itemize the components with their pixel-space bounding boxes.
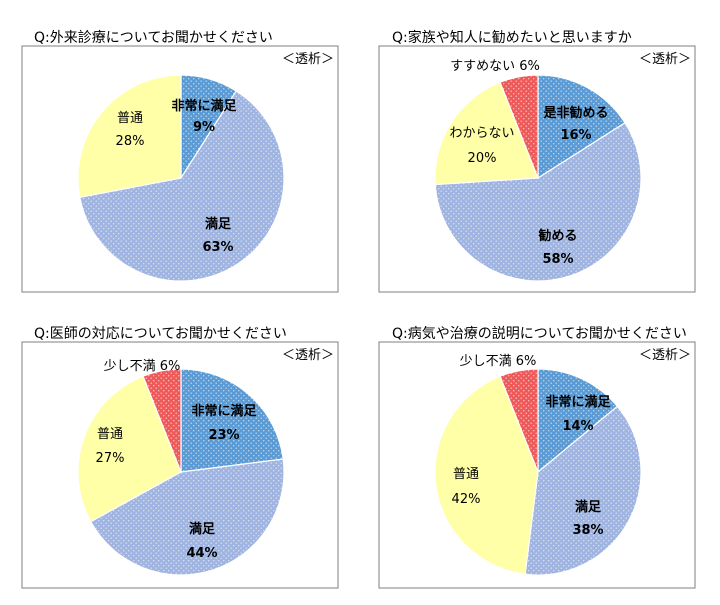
slice-label-recommend-3: わからない [449,126,514,141]
slice-label-explanation-1: 非常に満足 [545,394,611,410]
pie-slice-recommend-2 [434,121,642,282]
pie-slice-outpatient-2 [79,90,285,282]
pie-slice-recommend-3 [434,81,539,186]
pie-slice-doctor-1 [180,368,284,473]
pie-slice-explanation-4 [499,368,539,473]
slice-value-doctor-2: 44% [186,546,217,561]
slice-label-recommend-4: すすめない 6% [450,59,540,74]
chart-tag: ＜透析＞ [282,52,334,67]
slice-label-doctor-3: 普通 [97,427,123,442]
slice-label-outpatient-2: 満足 [205,216,232,232]
slice-label-recommend-2: 勧める [537,228,577,244]
chart-tag: ＜透析＞ [639,52,691,67]
chart-panel-explanation: Q:病気や治療の説明についてお聞かせください ＜透析＞ 非常に満足 14% 満足 38% 普… [360,302,720,604]
pie-slice-outpatient-3 [77,74,182,199]
slice-label-doctor-2: 満足 [189,521,216,537]
pie-chart-explanation: Q:病気や治療の説明についてお聞かせください ＜透析＞ 非常に満足 14% 満足 38% 普… [378,325,696,589]
chart-title: Q:病気や治療の説明についてお聞かせください [392,325,687,342]
pie-slice-explanation-3 [434,375,539,575]
slice-value-recommend-2: 58% [542,252,573,267]
slice-value-explanation-3: 42% [452,492,481,507]
slice-value-recommend-3: 20% [468,151,497,166]
slice-value-recommend-1: 16% [560,128,591,143]
chart-title: Q:外来診療についてお聞かせください [34,29,273,46]
slice-value-doctor-1: 23% [208,428,239,443]
pie-slice-doctor-4 [142,368,182,473]
chart-tag: ＜透析＞ [282,348,334,363]
slice-label-explanation-2: 満足 [575,499,602,515]
pie-slice-explanation-2 [524,405,642,576]
slice-label-outpatient-3: 普通 [117,111,143,126]
chart-panel-outpatient: Q:外来診療についてお聞かせください ＜透析＞ 非常に満足 9% 満足 63% 普通 28% [0,0,360,302]
chart-panel-recommend: Q:家族や知人に勧めたいと思いますか ＜透析＞ 是非勧める 16% 勧める 58% わからな… [360,0,720,302]
slice-label-explanation-3: 普通 [453,467,479,482]
slice-label-doctor-1: 非常に満足 [191,403,257,419]
pie-chart-outpatient: Q:外来診療についてお聞かせください ＜透析＞ 非常に満足 9% 満足 63% 普通 28% [21,29,339,293]
chart-title: Q:家族や知人に勧めたいと思いますか [392,29,632,46]
slice-label-recommend-1: 是非勧める [542,105,608,121]
slice-value-outpatient-1: 9% [193,120,215,135]
pie-chart-recommend: Q:家族や知人に勧めたいと思いますか ＜透析＞ 是非勧める 16% 勧める 58% わからな… [378,29,696,293]
chart-tag: ＜透析＞ [639,348,691,363]
chart-panel-doctor: Q:医師の対応についてお聞かせください ＜透析＞ 非常に満足 23% 満足 44% 普通 27… [0,302,360,604]
pie-slice-doctor-3 [77,375,182,523]
chart-title: Q:医師の対応についてお聞かせください [34,326,287,342]
slice-value-explanation-1: 14% [562,419,593,434]
pie-slice-recommend-4 [499,74,539,179]
pie-slice-explanation-1 [537,368,619,474]
pie-slice-doctor-2 [89,458,285,576]
slice-label-doctor-4: 少し不満 6% [104,359,181,374]
slice-label-outpatient-1: 非常に満足 [171,98,237,114]
slice-label-explanation-4: 少し不満 6% [460,354,537,369]
slice-value-outpatient-2: 63% [202,240,233,255]
pie-chart-doctor: Q:医師の対応についてお聞かせください ＜透析＞ 非常に満足 23% 満足 44% 普通 27… [21,326,339,589]
slice-value-outpatient-3: 28% [116,134,145,149]
pie-slice-recommend-1 [537,74,626,180]
slice-value-doctor-3: 27% [96,451,125,466]
slice-value-explanation-2: 38% [572,523,603,538]
